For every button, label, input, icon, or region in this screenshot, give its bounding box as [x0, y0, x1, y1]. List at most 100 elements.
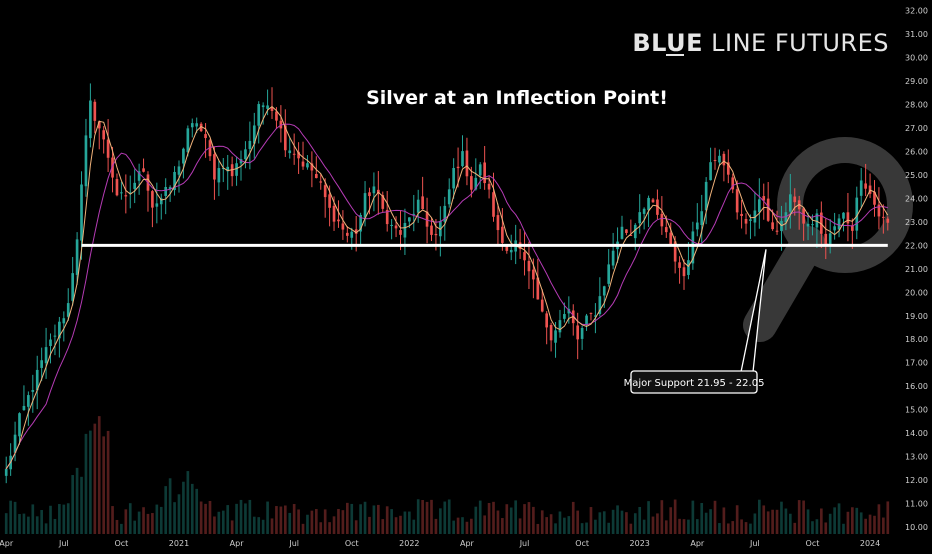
candle-body — [594, 315, 597, 317]
candle-body — [744, 218, 748, 224]
volume-bar — [204, 503, 207, 534]
volume-bar — [704, 512, 708, 534]
volume-bar — [780, 501, 783, 534]
x-axis: Apr Jul Oct 2021 Apr Jul Oct 2022 Apr Jul Oct 2023 A… — [0, 539, 880, 548]
volume-bar — [363, 501, 367, 534]
moving-averages — [5, 105, 889, 470]
x-tick-label: Apr — [460, 539, 475, 548]
candle-body — [647, 197, 650, 211]
volume-bar — [62, 504, 66, 534]
candle-body — [828, 233, 832, 245]
candle-body — [310, 163, 314, 171]
x-tick-label: Jul — [58, 539, 69, 548]
candle-body — [403, 223, 407, 238]
candle-body — [802, 208, 805, 224]
candle-body — [824, 233, 828, 246]
candle-body — [501, 226, 504, 243]
candle-body — [239, 159, 243, 164]
candle-body — [115, 179, 119, 196]
volume-bar — [310, 510, 314, 534]
volume-bar — [540, 510, 544, 534]
volume-bar — [292, 504, 296, 534]
volume-bar — [766, 511, 770, 534]
candle-body — [793, 196, 797, 203]
volume-bar — [465, 521, 469, 534]
volume-bar — [571, 501, 575, 534]
volume-bar — [412, 519, 416, 534]
candle-body — [713, 160, 717, 162]
candle-body — [757, 199, 761, 213]
candle-body — [447, 189, 451, 205]
candle-body — [855, 197, 859, 231]
volume-bar — [106, 430, 110, 534]
candle-body — [58, 321, 61, 339]
volume-bar — [394, 517, 398, 534]
candle-body — [111, 157, 114, 178]
volume-bar — [589, 507, 593, 534]
volume-bar — [536, 523, 540, 534]
candle-body — [244, 149, 247, 160]
x-tick-label: Jul — [288, 539, 299, 548]
volume-bar — [775, 509, 779, 534]
volume-bar — [283, 505, 287, 534]
volume-bar — [638, 506, 642, 534]
volume-bar — [797, 500, 801, 534]
candle-body — [439, 221, 442, 237]
y-axis: 32.00 31.00 30.00 29.00 28.00 27.00 26.00 25.00… — [905, 7, 928, 532]
volume-bar — [656, 513, 659, 534]
volume-bar — [647, 501, 650, 534]
candle-body — [788, 194, 792, 212]
candle-body — [164, 187, 168, 196]
y-tick-label: 22.00 — [905, 241, 928, 250]
volume-bar — [350, 503, 354, 534]
candle-body — [877, 204, 881, 217]
volume-bar — [44, 523, 48, 534]
volume-bar — [492, 501, 495, 534]
x-tick-label: Oct — [345, 539, 359, 548]
volume-bar — [40, 510, 43, 534]
candle-body — [288, 150, 292, 154]
candle-body — [576, 325, 580, 340]
candle-body — [93, 101, 97, 121]
volume-bar — [673, 499, 677, 534]
volume-bar — [66, 503, 70, 534]
volume-bar — [416, 499, 420, 534]
candle-body — [13, 434, 17, 453]
candle-body — [53, 335, 57, 337]
candle-body — [142, 168, 145, 172]
candle-body — [722, 153, 726, 166]
candle-body — [155, 203, 159, 207]
candle-body — [425, 211, 429, 227]
candle-body — [678, 262, 681, 268]
candle-body — [611, 250, 615, 266]
candle-body — [173, 171, 176, 191]
volume-bar — [190, 483, 194, 534]
candle-body — [195, 123, 199, 127]
candle-body — [589, 312, 593, 314]
volume-bar — [221, 510, 225, 534]
volume-bar — [740, 519, 743, 534]
candle-body — [35, 369, 39, 391]
candle-body — [474, 177, 478, 190]
volume-bar — [235, 503, 238, 534]
volume-bar — [151, 513, 154, 534]
candle-body — [709, 162, 712, 181]
volume-bar — [430, 499, 433, 534]
volume-bar — [633, 513, 637, 534]
candle-body — [638, 212, 642, 224]
volume-bar — [833, 507, 836, 534]
x-tick-label: 2021 — [169, 539, 189, 548]
candle-body — [549, 324, 553, 341]
y-tick-label: 18.00 — [905, 335, 928, 344]
volume-bar — [266, 501, 269, 534]
volume-bar — [554, 523, 557, 534]
volume-bar — [851, 507, 854, 534]
volume-bar — [173, 502, 176, 534]
candle-body — [766, 198, 770, 221]
brand-logo-bold: BLUE — [632, 29, 703, 57]
volume-bar — [128, 503, 132, 534]
volume-bar — [456, 517, 460, 534]
candle-body — [837, 218, 841, 230]
volume-bar — [709, 509, 712, 534]
candle-body — [257, 104, 261, 126]
